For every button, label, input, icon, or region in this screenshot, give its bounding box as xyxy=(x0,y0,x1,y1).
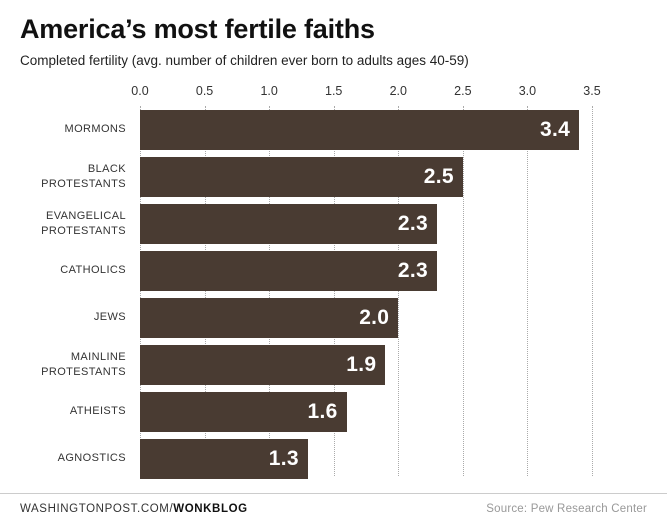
plot-area: MORMONS 3.4 BLACK PROTESTANTS 2.5 EVANGELICA… xyxy=(20,106,593,482)
bar: 1.3 xyxy=(140,438,308,479)
x-axis-tick: 0.0 xyxy=(131,84,149,98)
bar-row: BLACK PROTESTANTS 2.5 xyxy=(20,153,592,200)
bar-track: 2.3 xyxy=(140,250,592,291)
value-label: 2.0 xyxy=(359,305,390,329)
category-label: EVANGELICAL PROTESTANTS xyxy=(41,209,126,237)
x-axis: 0.0 0.5 1.0 1.5 2.0 2.5 3.0 3.5 xyxy=(131,84,600,106)
x-axis-tick: 1.0 xyxy=(260,84,278,98)
gridline xyxy=(592,106,593,476)
footer-site-bold: WONKBLOG xyxy=(173,503,248,515)
x-axis-tick: 0.5 xyxy=(195,84,214,98)
bar-row: MAINLINE PROTESTANTS 1.9 xyxy=(20,341,592,388)
bar: 3.4 xyxy=(140,109,580,150)
category-label: BLACK PROTESTANTS xyxy=(41,162,126,190)
gridlines xyxy=(140,106,593,476)
footer-site-prefix: WASHINGTONPOST.COM/ xyxy=(20,503,174,515)
gridline xyxy=(204,106,206,476)
bar: 2.0 xyxy=(140,297,399,338)
bar-rows: MORMONS 3.4 BLACK PROTESTANTS 2.5 EVANGELICA… xyxy=(20,106,592,482)
bar: 2.3 xyxy=(140,203,438,244)
gridline xyxy=(462,106,464,476)
footer: WASHINGTONPOST.COM/WONKBLOG Source: Pew … xyxy=(0,493,667,526)
value-label: 3.4 xyxy=(539,117,571,141)
bar-track: 2.0 xyxy=(140,297,592,338)
x-axis-tick: 3.0 xyxy=(518,84,537,98)
category-label: JEWS xyxy=(93,311,126,324)
category-label: MAINLINE PROTESTANTS xyxy=(41,350,126,378)
bar-track: 1.9 xyxy=(140,344,592,385)
chart-title: America’s most fertile faiths xyxy=(20,14,375,44)
bar-track: 2.5 xyxy=(140,156,592,197)
category-label: AGNOSTICS xyxy=(57,452,126,465)
bar-row: CATHOLICS 2.3 xyxy=(20,247,592,294)
bar-row: EVANGELICAL PROTESTANTS 2.3 xyxy=(20,200,592,247)
category-label: MORMONS xyxy=(64,123,126,136)
chart-subtitle: Completed fertility (avg. number of chil… xyxy=(20,53,469,68)
bar-track: 1.3 xyxy=(140,438,592,479)
footer-source: Source: Pew Research Center xyxy=(486,503,647,515)
bar-row: MORMONS 3.4 xyxy=(20,106,592,153)
gridline xyxy=(398,106,400,476)
bar: 2.3 xyxy=(140,250,438,291)
bar-row: AGNOSTICS 1.3 xyxy=(20,435,592,482)
footer-site: WASHINGTONPOST.COM/WONKBLOG xyxy=(20,503,248,515)
bar-chart: 0.0 0.5 1.0 1.5 2.0 2.5 3.0 3.5 MORMONS 3.4 BLACK… xyxy=(20,84,601,482)
value-label: 1.9 xyxy=(346,352,377,376)
category-label: CATHOLICS xyxy=(60,264,126,277)
bar-row: JEWS 2.0 xyxy=(20,294,592,341)
bar-track: 1.6 xyxy=(140,391,592,432)
value-label: 2.3 xyxy=(397,211,429,235)
gridline xyxy=(140,106,141,476)
gridline xyxy=(527,106,529,476)
value-label: 2.5 xyxy=(423,164,454,188)
value-label: 1.3 xyxy=(268,446,299,470)
x-axis-tick: 3.5 xyxy=(583,84,601,98)
value-label: 2.3 xyxy=(397,258,429,282)
bar: 2.5 xyxy=(140,156,463,197)
bar-track: 3.4 xyxy=(140,109,592,150)
value-label: 1.6 xyxy=(307,399,338,423)
bar-row: ATHEISTS 1.6 xyxy=(20,388,592,435)
gridline xyxy=(269,106,271,476)
bar: 1.9 xyxy=(140,344,386,385)
x-axis-tick: 2.5 xyxy=(454,84,472,98)
x-axis-tick: 2.0 xyxy=(389,84,407,98)
category-label: ATHEISTS xyxy=(69,405,126,418)
bar-track: 2.3 xyxy=(140,203,592,244)
bar: 1.6 xyxy=(140,391,347,432)
x-axis-tick: 1.5 xyxy=(325,84,343,98)
gridline xyxy=(333,106,335,476)
